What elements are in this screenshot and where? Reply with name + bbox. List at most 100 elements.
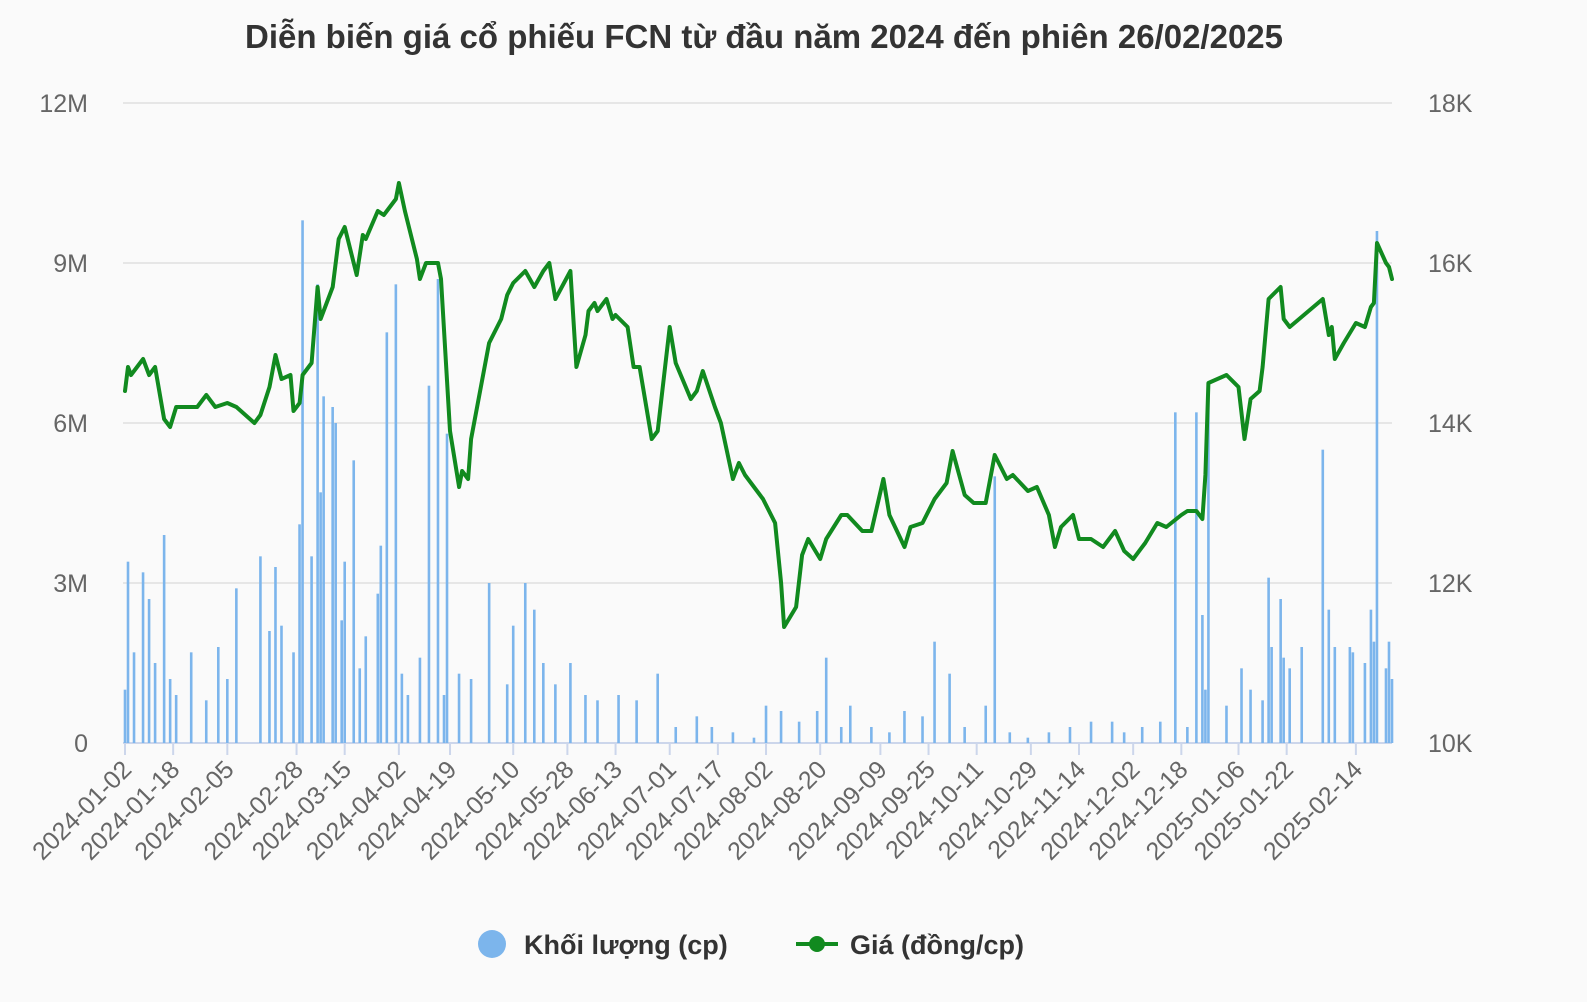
volume-bar[interactable] bbox=[340, 620, 343, 743]
volume-bar[interactable] bbox=[316, 284, 319, 743]
volume-bar[interactable] bbox=[162, 535, 166, 743]
volume-bar[interactable] bbox=[1089, 721, 1093, 743]
volume-bar[interactable] bbox=[1195, 412, 1198, 743]
volume-bar[interactable] bbox=[815, 711, 819, 743]
volume-bar[interactable] bbox=[1047, 732, 1051, 743]
volume-bar[interactable] bbox=[292, 652, 295, 743]
volume-bar[interactable] bbox=[235, 588, 238, 743]
volume-bar[interactable] bbox=[903, 711, 906, 743]
volume-bar[interactable] bbox=[343, 561, 346, 743]
volume-bar[interactable] bbox=[141, 572, 145, 743]
volume-bar[interactable] bbox=[331, 407, 334, 743]
volume-bar[interactable] bbox=[779, 711, 783, 743]
volume-bar[interactable] bbox=[445, 433, 449, 743]
volume-bar[interactable] bbox=[695, 716, 699, 743]
price-line[interactable] bbox=[123, 181, 1394, 629]
volume-bar[interactable] bbox=[542, 663, 545, 743]
volume-bar[interactable] bbox=[268, 631, 271, 743]
volume-bar[interactable] bbox=[132, 652, 136, 743]
volume-bar[interactable] bbox=[1333, 647, 1337, 743]
volume-bar[interactable] bbox=[1201, 615, 1204, 743]
volume-bar[interactable] bbox=[870, 727, 873, 743]
volume-bar[interactable] bbox=[963, 727, 966, 743]
volume-bar[interactable] bbox=[569, 663, 572, 743]
volume-bar[interactable] bbox=[1204, 689, 1207, 743]
volume-bar[interactable] bbox=[1240, 668, 1243, 743]
volume-bar[interactable] bbox=[1282, 657, 1285, 743]
volume-bar[interactable] bbox=[126, 561, 130, 743]
volume-bar[interactable] bbox=[418, 657, 422, 743]
volume-bar[interactable] bbox=[764, 705, 768, 743]
volume-bar[interactable] bbox=[469, 679, 473, 743]
volume-bar[interactable] bbox=[797, 721, 801, 743]
volume-bar[interactable] bbox=[1372, 641, 1376, 743]
volume-bar[interactable] bbox=[442, 695, 446, 743]
volume-bar[interactable] bbox=[1261, 700, 1264, 743]
volume-bar[interactable] bbox=[1348, 647, 1352, 743]
volume-bar[interactable] bbox=[406, 695, 410, 743]
volume-bar[interactable] bbox=[376, 593, 380, 743]
volume-bar[interactable] bbox=[1321, 449, 1325, 743]
volume-bar[interactable] bbox=[1363, 663, 1367, 743]
volume-bar[interactable] bbox=[635, 700, 638, 743]
volume-bar[interactable] bbox=[298, 524, 301, 743]
volume-bar[interactable] bbox=[216, 647, 220, 743]
volume-bar[interactable] bbox=[984, 705, 988, 743]
volume-bar[interactable] bbox=[394, 284, 398, 743]
volume-bar[interactable] bbox=[656, 673, 659, 743]
volume-bar[interactable] bbox=[839, 727, 843, 743]
volume-bar[interactable] bbox=[948, 673, 951, 743]
volume-bar[interactable] bbox=[153, 663, 157, 743]
volume-bar[interactable] bbox=[1375, 231, 1379, 743]
volume-bar[interactable] bbox=[322, 396, 325, 743]
volume-bar[interactable] bbox=[174, 695, 178, 743]
volume-bar[interactable] bbox=[1384, 668, 1388, 743]
volume-bar[interactable] bbox=[358, 668, 362, 743]
volume-bar[interactable] bbox=[505, 684, 509, 743]
volume-bar[interactable] bbox=[436, 279, 440, 743]
volume-bar[interactable] bbox=[259, 556, 262, 743]
volume-bar[interactable] bbox=[1300, 647, 1304, 743]
volume-bar[interactable] bbox=[147, 599, 151, 743]
volume-bar[interactable] bbox=[532, 609, 536, 743]
volume-bar[interactable] bbox=[1122, 732, 1126, 743]
volume-bar[interactable] bbox=[457, 673, 461, 743]
volume-bar[interactable] bbox=[523, 583, 527, 743]
volume-bar[interactable] bbox=[1351, 652, 1355, 743]
volume-bar[interactable] bbox=[364, 636, 368, 743]
volume-bar[interactable] bbox=[1174, 412, 1177, 743]
volume-bar[interactable] bbox=[752, 737, 756, 743]
volume-bar[interactable] bbox=[280, 625, 283, 743]
volume-bar[interactable] bbox=[1225, 705, 1228, 743]
volume-bar[interactable] bbox=[596, 700, 599, 743]
volume-bar[interactable] bbox=[274, 567, 277, 743]
volume-bar[interactable] bbox=[334, 423, 337, 743]
volume-bar[interactable] bbox=[617, 695, 620, 743]
volume-bar[interactable] bbox=[933, 641, 936, 743]
volume-bar[interactable] bbox=[168, 679, 172, 743]
volume-bar[interactable] bbox=[1186, 727, 1189, 743]
volume-bar[interactable] bbox=[848, 705, 852, 743]
volume-bar[interactable] bbox=[310, 556, 313, 743]
volume-bar[interactable] bbox=[226, 679, 229, 743]
volume-bar[interactable] bbox=[710, 727, 714, 743]
volume-bar[interactable] bbox=[554, 684, 557, 743]
volume-bar[interactable] bbox=[204, 700, 208, 743]
volume-bar[interactable] bbox=[1288, 668, 1291, 743]
volume-bar[interactable] bbox=[189, 652, 193, 743]
volume-bar[interactable] bbox=[427, 385, 431, 743]
volume-bar[interactable] bbox=[301, 220, 304, 744]
volume-bar[interactable] bbox=[1207, 396, 1210, 743]
volume-bar[interactable] bbox=[993, 476, 997, 743]
volume-bar[interactable] bbox=[1026, 737, 1030, 743]
volume-bar[interactable] bbox=[888, 732, 891, 743]
volume-bar[interactable] bbox=[123, 689, 127, 743]
volume-bar[interactable] bbox=[400, 673, 404, 743]
volume-bar[interactable] bbox=[487, 583, 491, 743]
volume-bar[interactable] bbox=[731, 732, 735, 743]
legend-item-price[interactable]: Giá (đồng/cp) bbox=[796, 930, 1024, 960]
volume-bar[interactable] bbox=[379, 545, 383, 743]
volume-bar[interactable] bbox=[385, 332, 389, 743]
volume-bar[interactable] bbox=[352, 460, 356, 743]
volume-bar[interactable] bbox=[1140, 727, 1144, 743]
